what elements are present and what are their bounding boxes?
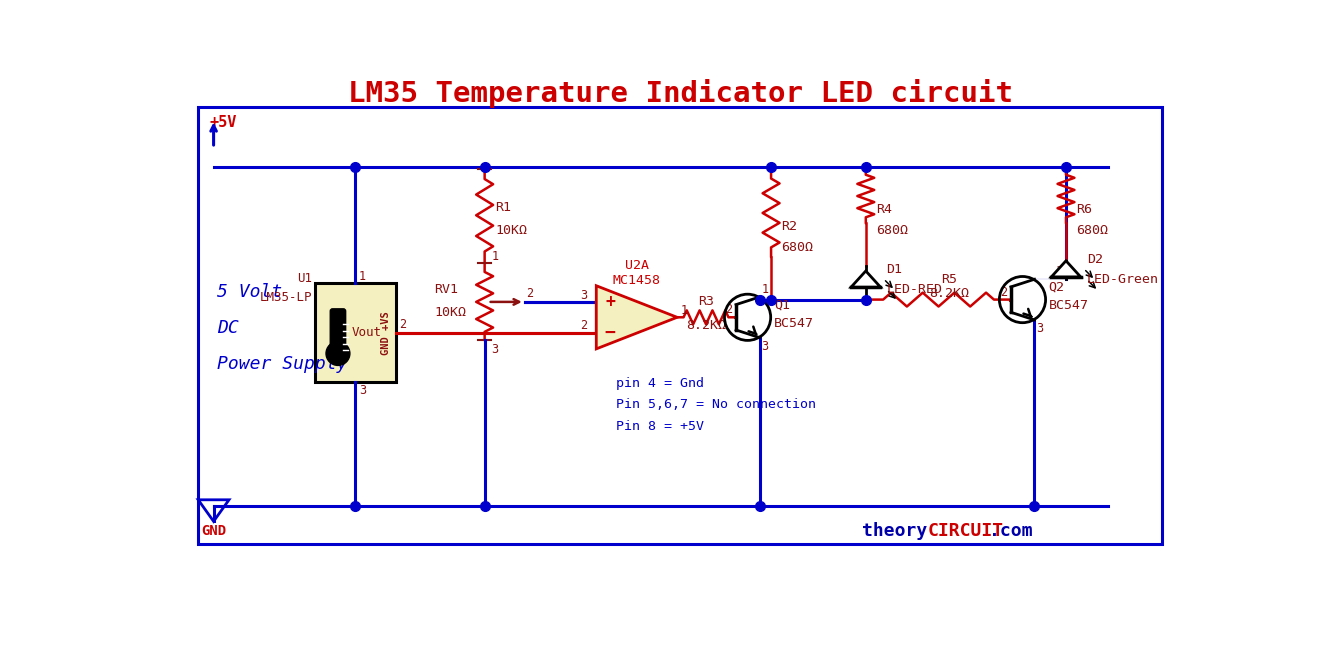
Text: 8.2KΩ: 8.2KΩ <box>929 288 970 300</box>
Text: R1: R1 <box>496 202 511 214</box>
Polygon shape <box>1051 261 1081 277</box>
Text: GND: GND <box>201 524 227 538</box>
Text: LED-Green: LED-Green <box>1086 273 1159 286</box>
Text: DC: DC <box>217 319 238 337</box>
Text: 3: 3 <box>492 343 498 356</box>
Text: 3: 3 <box>761 340 768 353</box>
Text: U1: U1 <box>297 272 311 285</box>
Text: 1: 1 <box>680 304 688 317</box>
Text: D1: D1 <box>886 263 902 276</box>
Text: 2: 2 <box>400 318 407 331</box>
Text: LM35 Temperature Indicator LED circuit: LM35 Temperature Indicator LED circuit <box>347 79 1012 109</box>
Text: R6: R6 <box>1076 202 1092 215</box>
FancyBboxPatch shape <box>330 309 346 356</box>
Text: GND +VS: GND +VS <box>380 311 391 354</box>
Text: 5 Volt: 5 Volt <box>217 283 282 301</box>
Circle shape <box>326 341 350 365</box>
Text: Q2: Q2 <box>1048 280 1065 293</box>
Text: BC547: BC547 <box>774 316 814 329</box>
Polygon shape <box>851 271 880 287</box>
Text: .com: .com <box>988 521 1032 540</box>
Text: 1: 1 <box>492 250 498 263</box>
Text: CIRCUIT: CIRCUIT <box>927 521 1003 540</box>
Text: −: − <box>604 324 616 341</box>
Text: Vout: Vout <box>351 326 382 339</box>
Text: +: + <box>606 293 615 311</box>
Text: RV1: RV1 <box>435 284 458 297</box>
Text: 3: 3 <box>580 289 587 302</box>
Text: 3: 3 <box>359 384 366 398</box>
Text: Pin 8 = +5V: Pin 8 = +5V <box>616 420 704 433</box>
Text: +5V: +5V <box>209 115 237 130</box>
Text: theory: theory <box>863 521 928 540</box>
Text: R2: R2 <box>780 219 798 233</box>
Text: 2: 2 <box>1000 286 1007 299</box>
Text: 1: 1 <box>761 283 768 296</box>
Polygon shape <box>596 286 677 349</box>
Text: 10KΩ: 10KΩ <box>496 224 527 236</box>
Text: U2A: U2A <box>624 259 649 272</box>
Text: R4: R4 <box>876 202 892 215</box>
Text: 2: 2 <box>526 288 534 300</box>
Text: 680Ω: 680Ω <box>876 224 908 237</box>
Text: R3: R3 <box>698 295 714 308</box>
Text: 8.2KΩ: 8.2KΩ <box>686 319 726 332</box>
Text: LM35-LP: LM35-LP <box>260 291 311 304</box>
Text: 2: 2 <box>725 303 733 316</box>
Text: Pin 5,6,7 = No connection: Pin 5,6,7 = No connection <box>616 398 815 411</box>
Text: Power Supply: Power Supply <box>217 355 347 373</box>
Text: BC547: BC547 <box>1048 299 1089 312</box>
FancyBboxPatch shape <box>315 284 396 382</box>
Text: 1: 1 <box>1055 265 1063 278</box>
Text: R5: R5 <box>941 272 958 286</box>
Text: 3: 3 <box>1036 322 1043 335</box>
Text: 2: 2 <box>580 320 587 332</box>
Text: 680Ω: 680Ω <box>780 241 814 254</box>
Text: MC1458: MC1458 <box>612 274 661 287</box>
Text: LED-RED: LED-RED <box>886 284 942 297</box>
Text: 1: 1 <box>359 271 366 284</box>
Text: D2: D2 <box>1086 253 1102 266</box>
Text: 10KΩ: 10KΩ <box>435 306 466 319</box>
Text: 680Ω: 680Ω <box>1076 224 1108 237</box>
Text: pin 4 = Gnd: pin 4 = Gnd <box>616 377 704 390</box>
Bar <box>199 107 1162 544</box>
Text: Q1: Q1 <box>774 298 790 311</box>
